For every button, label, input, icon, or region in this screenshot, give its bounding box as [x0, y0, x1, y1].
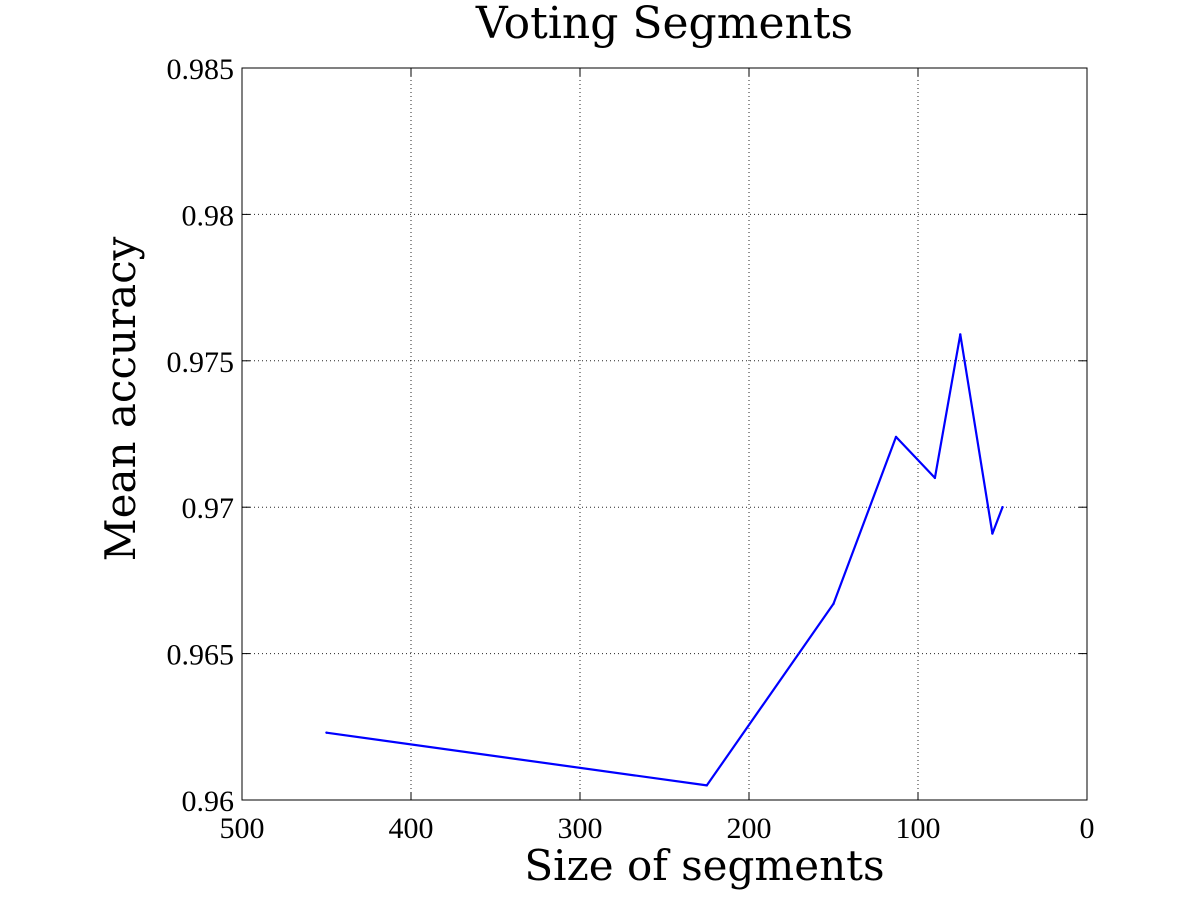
y-tick-label: 0.97 [182, 492, 235, 525]
x-tick-label: 300 [558, 812, 603, 845]
y-tick-label: 0.98 [182, 199, 235, 232]
x-tick-label: 100 [896, 812, 941, 845]
axis-ticks [241, 67, 1088, 801]
data-point [933, 476, 937, 480]
y-axis-label: Mean accuracy [96, 236, 145, 561]
x-tick-label: 500 [220, 812, 265, 845]
grid [241, 67, 1088, 801]
series-line [325, 333, 1004, 787]
x-tick-label: 200 [727, 812, 772, 845]
y-tick-label: 0.985 [167, 53, 235, 86]
y-tick-labels: 0.96 0.965 0.97 0.975 0.98 0.985 [167, 53, 235, 818]
data-point [959, 333, 962, 336]
y-tick-label: 0.975 [167, 346, 235, 379]
series [325, 333, 1004, 787]
data-point [832, 602, 835, 606]
data-point [894, 435, 898, 439]
x-tick-label: 400 [389, 812, 434, 845]
plot-area [241, 67, 1088, 801]
data-point [705, 784, 708, 787]
y-tick-label: 0.965 [167, 639, 235, 672]
x-axis-label: Size of segments [524, 841, 884, 890]
chart-title: Voting Segments [475, 0, 853, 49]
data-point [325, 731, 328, 734]
x-tick-labels: 500 400 300 200 100 0 [220, 812, 1095, 845]
data-point [1001, 506, 1004, 509]
y-tick-label: 0.96 [182, 785, 235, 818]
x-tick-label: 0 [1080, 812, 1095, 845]
data-point [991, 532, 994, 535]
